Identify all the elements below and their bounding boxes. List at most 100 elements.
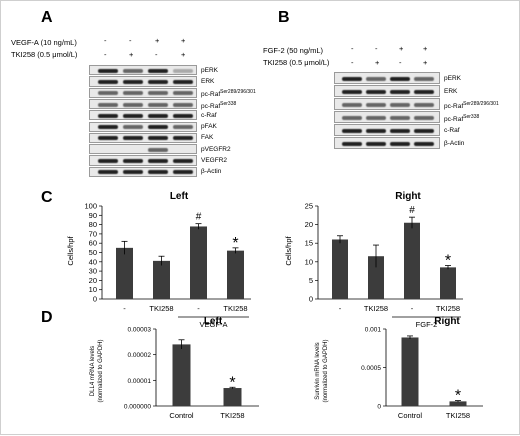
x-tick-label: TKI258 xyxy=(223,304,247,313)
blot-band xyxy=(366,141,386,146)
y-tick-label: 40 xyxy=(89,257,97,266)
bar xyxy=(332,239,348,299)
blot-band xyxy=(366,102,386,107)
blot-band xyxy=(98,79,118,84)
blot-row-sup: Ser338 xyxy=(463,113,480,120)
sign: - xyxy=(104,36,107,45)
x-tick-label: - xyxy=(339,304,342,313)
sign: + xyxy=(423,44,428,53)
blot-band xyxy=(366,89,386,94)
blot-band xyxy=(173,136,193,141)
blot-band xyxy=(148,147,168,152)
blot-row-label: c-Raf xyxy=(444,127,460,134)
bar xyxy=(190,226,207,299)
blot-band xyxy=(390,76,410,81)
blot-strip xyxy=(334,111,440,123)
blot-band xyxy=(173,170,193,175)
blot-band xyxy=(148,113,168,118)
blot-strip xyxy=(89,132,197,144)
y-tick-label: 90 xyxy=(89,211,97,220)
blot-strip xyxy=(334,85,440,97)
blot-band xyxy=(366,128,386,133)
bar xyxy=(404,222,420,299)
blot-band xyxy=(123,68,143,73)
blot-band xyxy=(123,170,143,175)
blot-row-name: pVEGFR2 xyxy=(201,145,231,153)
condition-label-fgf2: FGF-2 (50 ng/mL) xyxy=(263,46,324,55)
x-tick-label: TKI258 xyxy=(220,411,244,420)
blot-band xyxy=(366,76,386,81)
blot-strip xyxy=(89,76,197,87)
chart-title: Right xyxy=(395,191,421,202)
blot-band xyxy=(173,91,193,96)
bar xyxy=(368,256,384,299)
blot-row-label: pc-RafSer338 xyxy=(444,114,479,123)
blot-row-name: pERK xyxy=(201,66,218,74)
blot-row-label: ERK xyxy=(201,78,214,85)
blot-row-name: pc-Raf xyxy=(444,102,464,110)
blot-row-name: c-Raf xyxy=(444,126,460,134)
blot-band xyxy=(414,102,434,107)
blot-band xyxy=(173,102,193,107)
bar xyxy=(227,250,244,299)
condition-label-tki258-b: TKI258 (0.5 μmol/L) xyxy=(263,58,330,67)
blot-row-label: pVEGFR2 xyxy=(201,146,231,153)
y-tick-label: 15 xyxy=(305,239,313,248)
y-tick-label: 100 xyxy=(84,202,97,211)
sign: + xyxy=(181,36,186,45)
blot-band xyxy=(342,76,362,81)
blot-band xyxy=(390,89,410,94)
y-tick-label: 0.00003 xyxy=(128,327,152,334)
blot-row-label: β-Actin xyxy=(444,140,464,147)
blot-row-name: pc-Raf xyxy=(201,91,221,99)
blot-band xyxy=(390,128,410,133)
blot-band xyxy=(390,115,410,120)
y-tick-label: 50 xyxy=(89,248,97,257)
panel-label-d: D xyxy=(41,309,53,326)
y-axis-label: DLL4 mRNA levels xyxy=(90,346,96,396)
x-tick-label: - xyxy=(411,304,414,313)
blot-strip xyxy=(334,72,440,84)
blot-band xyxy=(123,125,143,130)
blot-band xyxy=(390,141,410,146)
blot-band xyxy=(98,136,118,141)
y-tick-label: 0 xyxy=(309,295,313,304)
y-tick-label: 30 xyxy=(89,267,97,276)
blot-row-label: VEGFR2 xyxy=(201,157,227,164)
blot-row-label: pc-RafSer338 xyxy=(201,101,236,110)
blot-band xyxy=(342,141,362,146)
group-label: FGF-2 xyxy=(416,320,438,329)
sign: + xyxy=(129,50,134,59)
blot-band xyxy=(414,141,434,146)
y-tick-label: 0.000000 xyxy=(124,404,151,411)
blot-strip xyxy=(89,155,197,166)
blot-band xyxy=(342,102,362,107)
x-tick-label: - xyxy=(197,304,200,313)
blot-row-name: VEGFR2 xyxy=(201,157,228,165)
blot-strip xyxy=(334,124,440,136)
blot-row-sup: Ser289/296/301 xyxy=(220,89,256,96)
blot-band xyxy=(414,76,434,81)
chart-title: Left xyxy=(170,191,189,202)
sign: + xyxy=(423,58,428,67)
blot-band xyxy=(148,125,168,130)
blot-row-label: pERK xyxy=(444,75,461,82)
blot-row-label: β-Actin xyxy=(201,168,221,175)
blot-band xyxy=(123,113,143,118)
condition-label-tki258-a: TKI258 (0.5 μmol/L) xyxy=(11,50,78,59)
blot-row-name: β-Actin xyxy=(444,139,465,147)
blot-band xyxy=(98,113,118,118)
blot-band xyxy=(123,79,143,84)
blot-row-name: ERK xyxy=(201,77,215,85)
significance-asterisk: * xyxy=(445,253,451,270)
y-tick-label: 10 xyxy=(305,257,313,266)
blot-band xyxy=(173,79,193,84)
blot-row-sup: Ser289/296/301 xyxy=(463,100,499,107)
blot-band xyxy=(123,136,143,141)
y-axis-label: Cells/hpf xyxy=(284,235,293,265)
group-label: VEGF-A xyxy=(200,320,228,329)
sign: - xyxy=(155,50,158,59)
blot-row-label: c-Raf xyxy=(201,112,217,119)
y-tick-label: 70 xyxy=(89,229,97,238)
